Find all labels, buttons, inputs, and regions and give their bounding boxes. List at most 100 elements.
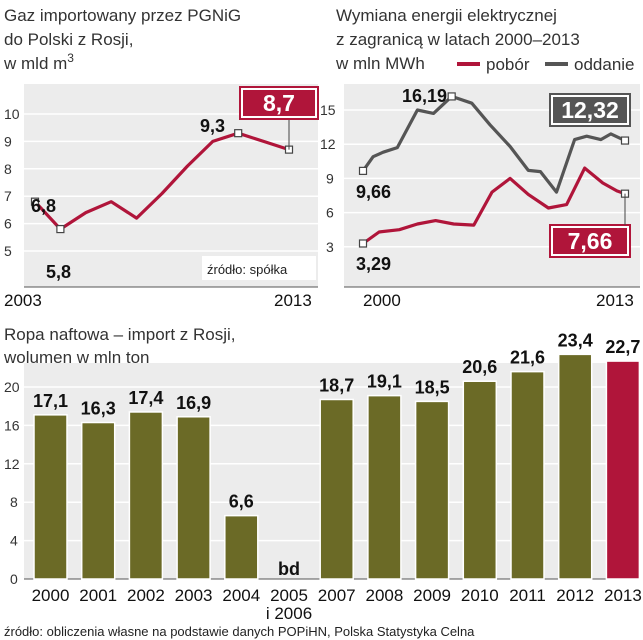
oil-value-2008: 19,1 [367,372,402,392]
energy-y-tick: 15 [320,102,336,118]
oil-value-2012: 23,4 [558,330,593,350]
gas-label-first: 6,8 [31,196,56,216]
legend-pobor-label: pobór [486,55,530,74]
energy-pobor-first [358,239,368,248]
oil-value-2010: 20,6 [462,357,497,377]
oil-x-label-2008: 2008 [365,586,403,605]
oil-bar-2007 [319,398,354,580]
oil-bar-2004 [224,514,259,580]
oil-x-label-2005: 2005 [270,586,308,605]
gas-source-box [202,256,316,280]
energy-oddanie-first [358,166,368,175]
energy-y-tick: 6 [326,205,334,221]
gas-point-first [30,197,40,206]
oil-bar-2001 [80,421,116,580]
gas-label-min: 5,8 [46,262,71,282]
oil-bar-2003 [176,416,211,580]
gas-x-start: 2003 [4,291,42,310]
energy-label-pobor-first: 3,29 [356,254,391,274]
gas-callout-last-fill [243,90,315,116]
oil-x-label-2009: 2009 [413,586,451,605]
energy-y-tick: 3 [326,239,334,255]
oil-x-label-2007: 2007 [318,586,356,605]
energy-title-line3: w mln MWh [335,54,425,73]
oil-value-2004: 6,6 [229,492,254,512]
oil-bar-2008 [367,394,402,580]
energy-x-end: 2013 [596,291,634,310]
energy-line-pobor [362,166,626,245]
oil-value-2007: 18,7 [319,375,354,395]
gas-title-line1: Gaz importowany przez PGNiG [4,6,241,25]
oil-x-label-2010: 2010 [461,586,499,605]
oil-y-tick: 12 [4,456,20,472]
gas-y-tick: 5 [4,243,12,259]
gas-callout-last-text: 8,7 [263,90,295,116]
footer-source: źródło: obliczenia własne na podstawie d… [4,624,475,639]
oil-value-2005: bd [278,559,300,579]
gas-point-min [56,224,65,234]
oil-y-tick: 20 [4,379,20,395]
energy-y-tick: 12 [320,136,336,152]
oil-title-line1: Ropa naftowa – import z Rosji, [4,325,236,344]
energy-line-oddanie [361,94,626,194]
oil-y-tick: 0 [10,571,18,587]
gas-y-tick: 8 [4,161,12,177]
oil-value-2001: 16,3 [81,399,116,419]
oil-value-2011: 21,6 [510,348,545,368]
gas-label-max: 9,3 [200,116,225,136]
energy-callout-oddanie: 12,32 [549,93,631,127]
oil-value-2000: 17,1 [33,391,68,411]
energy-oddanie-max [447,92,456,101]
oil-value-2002: 17,4 [128,388,163,408]
gas-unit-sup: 3 [67,51,74,65]
gas-callout-last: 8,7 [239,86,319,120]
oil-x-label-2011: 2011 [509,586,546,605]
energy-callout-pobor-text: 7,66 [568,228,613,254]
energy-callout-oddanie-text: 12,32 [561,97,619,123]
oil-bar-2013 [605,360,641,580]
oil-bar-2000 [33,414,68,580]
oil-y-tick: 8 [10,494,18,510]
oil-value-2009: 18,5 [415,377,450,397]
energy-callout-pobor-fill [553,228,627,254]
gas-title-line2: do Polski z Rosji, [4,30,133,49]
energy-oddanie-last [620,136,630,145]
gas-x-end: 2013 [274,291,312,310]
oil-x-label-2003: 2003 [175,586,213,605]
gas-y-tick: 9 [4,133,12,149]
energy-title-line2: z zagranicą w latach 2000–2013 [336,30,580,49]
oil-value-2003: 16,9 [176,393,211,413]
oil-bar-2010 [462,380,498,580]
oil-title-line2: wolumen w mln ton [3,348,150,367]
oil-y-tick: 4 [10,533,18,549]
oil-x-label-2004: 2004 [222,586,260,605]
gas-source: źródło: spółka [207,262,288,277]
energy-y-tick: 9 [326,170,334,186]
oil-x-label-2013: 2013 [604,586,642,605]
gas-unit: w mld m3 [3,51,74,73]
gas-point-max [234,129,243,138]
oil-y-tick: 16 [4,417,20,433]
gas-y-tick: 7 [4,188,12,204]
oil-bar-2002 [128,411,164,580]
oil-x-label-2012: 2012 [556,586,594,605]
gas-line [33,131,290,231]
oil-x-label-2002: 2002 [127,586,165,605]
oil-bar-2009 [414,400,450,580]
gas-y-tick: 6 [4,216,12,232]
oil-bar-2011 [510,370,545,580]
legend-oddanie-label: oddanie [574,55,635,74]
energy-title-line1: Wymiana energii elektrycznej [336,6,557,25]
energy-label-oddanie-first: 9,66 [356,182,391,202]
oil-bar-2012 [557,353,593,580]
oil-x-label-2000: 2000 [32,586,70,605]
gas-y-tick: 10 [4,106,20,122]
energy-label-oddanie-max: 16,19 [402,86,447,106]
energy-x-start: 2000 [363,291,401,310]
oil-x-label-2001: 2001 [79,586,117,605]
oil-value-2013: 22,7 [605,337,640,357]
oil-x-label-extra: i 2006 [266,604,312,623]
energy-callout-pobor: 7,66 [549,224,631,258]
energy-callout-oddanie-fill [553,97,627,123]
